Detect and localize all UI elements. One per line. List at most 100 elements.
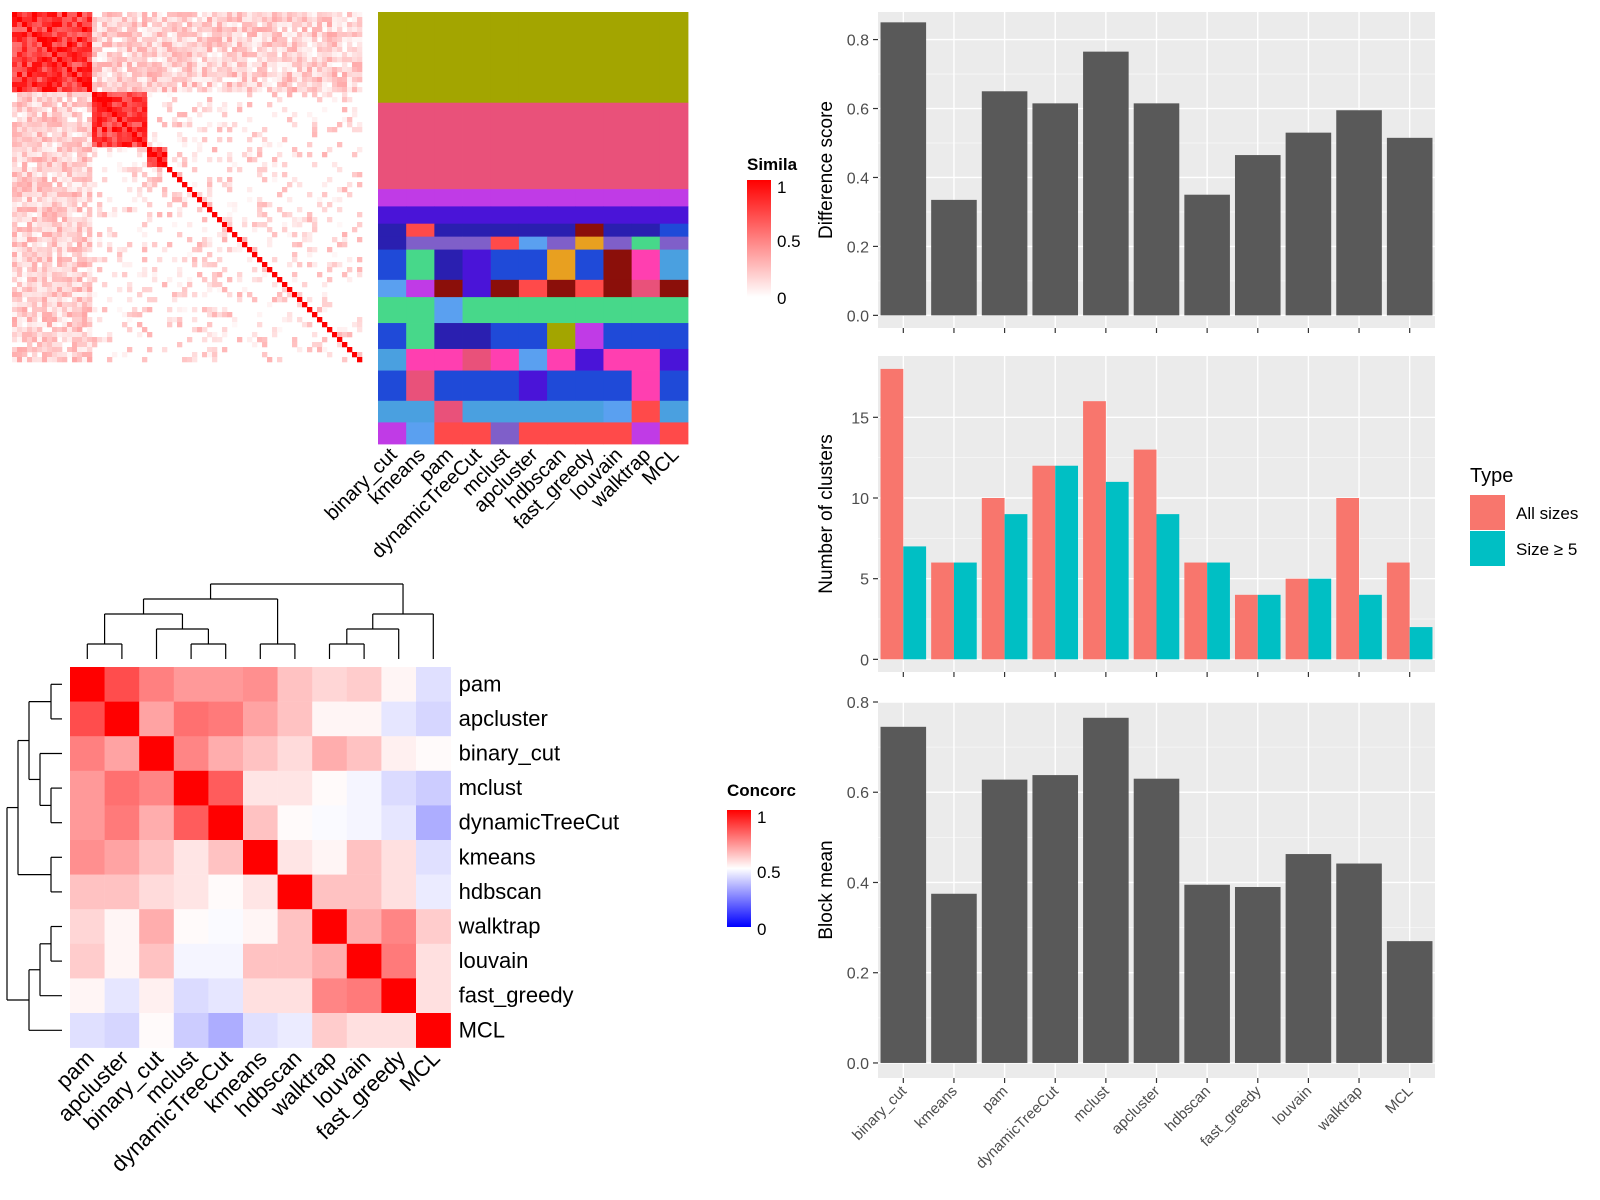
similarity-cell: [322, 282, 328, 288]
similarity-cell: [97, 232, 103, 238]
similarity-cell: [237, 277, 243, 283]
similarity-cell: [267, 357, 273, 363]
similarity-cell: [147, 157, 153, 163]
bar: [981, 779, 1028, 1063]
similarity-legend-tick: 1: [777, 178, 786, 197]
similarity-cell: [92, 72, 98, 78]
similarity-cell: [137, 117, 143, 123]
similarity-cell: [277, 142, 283, 148]
similarity-cell: [47, 102, 53, 108]
similarity-cell: [322, 22, 328, 28]
concordance-cell: [139, 805, 175, 841]
similarity-cell: [52, 117, 58, 123]
y-tick-label: 15: [851, 410, 869, 427]
similarity-cell: [27, 62, 33, 68]
similarity-cell: [37, 192, 43, 198]
similarity-cell: [42, 257, 48, 263]
similarity-cell: [57, 107, 63, 113]
similarity-cell: [42, 87, 48, 93]
similarity-cell: [32, 182, 38, 188]
similarity-cell: [352, 112, 358, 118]
similarity-cell: [22, 302, 28, 308]
similarity-cell: [52, 222, 58, 228]
partition-cell: [659, 206, 689, 225]
partition-cell: [603, 297, 633, 324]
similarity-cell: [192, 12, 198, 18]
similarity-cell: [297, 47, 303, 53]
similarity-cell: [72, 167, 78, 173]
similarity-cell: [257, 312, 263, 318]
similarity-cell: [322, 192, 328, 198]
similarity-cell: [172, 122, 178, 128]
partition-cell: [518, 12, 548, 104]
similarity-cell: [207, 57, 213, 63]
similarity-cell: [292, 277, 298, 283]
partition-cell: [518, 189, 548, 207]
similarity-cell: [152, 87, 158, 93]
similarity-cell: [107, 152, 113, 158]
similarity-cell: [217, 62, 223, 68]
similarity-cell: [77, 162, 83, 168]
similarity-cell: [117, 142, 123, 148]
similarity-cell: [307, 142, 313, 148]
similarity-cell: [52, 77, 58, 83]
concordance-cell: [277, 874, 313, 910]
similarity-cell: [272, 17, 278, 23]
similarity-cell: [22, 177, 28, 183]
similarity-cell: [337, 332, 343, 338]
similarity-cell: [97, 202, 103, 208]
similarity-cell: [27, 67, 33, 73]
similarity-cell: [52, 342, 58, 348]
similarity-cell: [267, 237, 273, 243]
similarity-cell: [77, 292, 83, 298]
similarity-cell: [127, 17, 133, 23]
similarity-cell: [102, 282, 108, 288]
concordance-cell: [173, 667, 209, 702]
similarity-cell: [197, 82, 203, 88]
similarity-cell: [107, 27, 113, 33]
similarity-cell: [32, 337, 38, 343]
similarity-cell: [27, 187, 33, 193]
similarity-cell: [57, 352, 63, 358]
similarity-cell: [252, 277, 258, 283]
similarity-cell: [272, 27, 278, 33]
similarity-cell: [332, 237, 338, 243]
similarity-cell: [352, 12, 358, 18]
similarity-cell: [172, 117, 178, 123]
similarity-cell: [307, 72, 313, 78]
type-legend-label-size5: Size ≥ 5: [1516, 540, 1577, 559]
similarity-cell: [112, 117, 118, 123]
similarity-cell: [92, 307, 98, 313]
similarity-cell: [207, 322, 213, 328]
bar-size-5: [903, 546, 927, 660]
similarity-cell: [77, 187, 83, 193]
similarity-cell: [117, 52, 123, 58]
similarity-cell: [77, 222, 83, 228]
similarity-cell: [12, 272, 18, 278]
similarity-cell: [282, 12, 288, 18]
similarity-cell: [247, 292, 253, 298]
similarity-cell: [122, 62, 128, 68]
concordance-row-dendrogram: [6, 683, 62, 1031]
similarity-cell: [302, 57, 308, 63]
similarity-cell: [177, 62, 183, 68]
similarity-cell: [22, 182, 28, 188]
partition-cell: [406, 223, 435, 238]
similarity-cell: [297, 317, 303, 323]
similarity-cell: [27, 72, 33, 78]
similarity-cell: [247, 197, 253, 203]
similarity-cell: [277, 327, 283, 333]
similarity-cell: [27, 17, 33, 23]
similarity-cell: [27, 37, 33, 43]
similarity-cell: [262, 57, 268, 63]
similarity-cell: [297, 37, 303, 43]
similarity-cell: [87, 167, 93, 173]
similarity-cell: [57, 142, 63, 148]
similarity-cell: [82, 352, 88, 358]
partition-cell: [378, 400, 407, 423]
similarity-cell: [237, 337, 243, 343]
partition-cell: [434, 400, 463, 423]
similarity-cell: [62, 207, 68, 213]
similarity-cell: [142, 77, 148, 83]
partition-cell: [462, 370, 492, 402]
